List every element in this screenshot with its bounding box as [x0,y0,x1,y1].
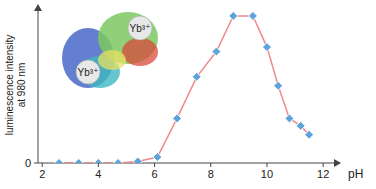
data-point [153,153,162,162]
x-tick [154,163,155,167]
annotation: Yb³⁺ [130,23,151,34]
data-point [114,159,123,164]
data-point [248,11,257,20]
chart: Yb³⁺ Yb³⁺ 2 4 6 8 10 12 0 pH luminescence intensit… [0,0,376,189]
y-tick [34,163,38,164]
data-point [229,11,238,20]
x-tick [42,163,43,167]
y-axis [38,5,39,163]
y-tick-label: 0 [25,157,31,169]
data-point [173,114,182,123]
data-point [133,157,142,163]
data-point [305,130,314,139]
ion-sphere [128,16,152,40]
x-label: pH [348,167,363,181]
protein-blob [122,38,158,66]
protein-blob [98,50,126,70]
x-tick [266,163,267,167]
data-point [274,81,283,90]
y-label: at 980 nm [16,63,27,107]
plot-area [55,11,314,163]
y-label: luminescence intensity [4,35,15,136]
x-tick [98,163,99,167]
x-tick [323,163,324,167]
x-tick [210,163,211,167]
data-point [94,159,103,164]
data-point [285,114,294,123]
annotation: Yb³⁺ [78,67,99,78]
data-point [192,72,201,81]
data-point [212,47,221,56]
data-point [55,159,64,164]
data-point [296,121,305,130]
protein-inset: Yb³⁺ Yb³⁺ [62,12,158,88]
ion-sphere [76,60,100,84]
x-tick-label: 4 [95,168,101,180]
x-tick-label: 6 [152,168,158,180]
x-tick-label: 10 [261,168,273,180]
x-tick-label: 2 [39,168,45,180]
x-tick-label: 12 [317,168,329,180]
data-point [262,43,271,52]
x-tick-label: 8 [208,168,214,180]
data-point [74,159,83,164]
series-line [59,16,309,163]
